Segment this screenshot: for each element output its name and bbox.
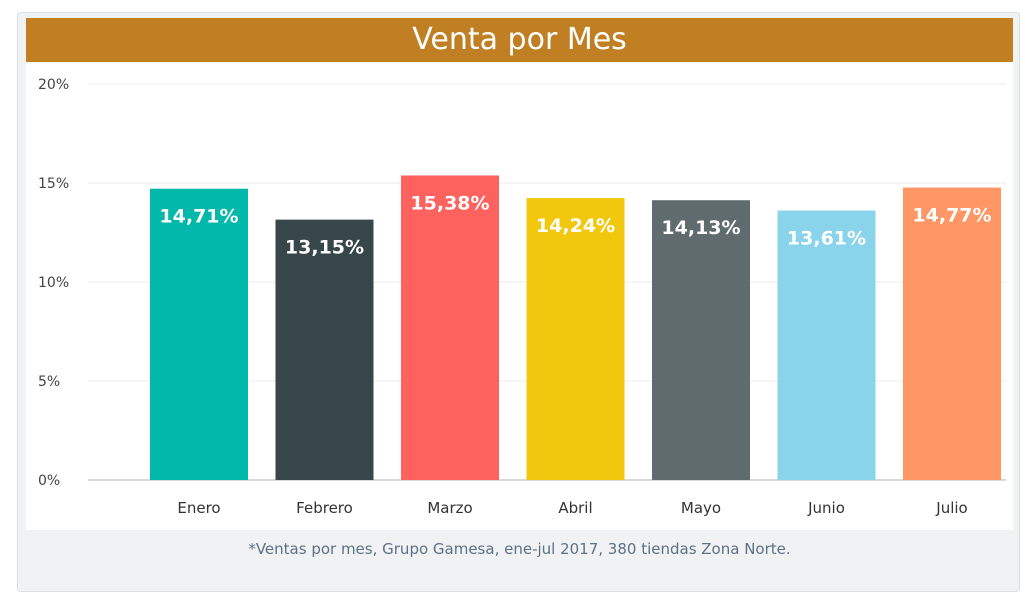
- chart-footnote: *Ventas por mes, Grupo Gamesa, ene-jul 2…: [248, 540, 791, 558]
- data-label: 14,24%: [536, 215, 615, 237]
- x-tick-label: Junio: [807, 499, 845, 517]
- x-tick-label: Enero: [177, 499, 220, 517]
- y-tick-label: 5%: [38, 374, 60, 390]
- data-label: 14,71%: [159, 206, 238, 228]
- chart-card: Venta por Mes 0% 5% 10% 15% 20% 14,71% Enero 13…: [17, 12, 1020, 592]
- x-tick-label: Mayo: [681, 499, 721, 517]
- data-label: 14,13%: [661, 217, 740, 239]
- y-tick-label: 15%: [38, 176, 69, 192]
- bar: [652, 200, 750, 480]
- bar: [401, 175, 499, 480]
- bar: [903, 187, 1001, 480]
- y-tick-label: 20%: [38, 77, 69, 93]
- data-label: 14,77%: [912, 205, 991, 227]
- chart-title: Venta por Mes: [26, 18, 1013, 62]
- plot-panel: Venta por Mes 0% 5% 10% 15% 20% 14,71% Enero 13…: [26, 18, 1013, 530]
- x-tick-label: Abril: [558, 499, 592, 517]
- x-tick-label: Febrero: [296, 499, 353, 517]
- bar-chart: 0% 5% 10% 15% 20% 14,71% Enero 13,15% Febrero 15,…: [38, 77, 1006, 517]
- bar: [526, 198, 625, 480]
- data-label: 15,38%: [410, 192, 489, 214]
- data-label: 13,15%: [285, 237, 364, 259]
- y-tick-label: 0%: [38, 473, 60, 489]
- bar: [275, 219, 374, 480]
- x-tick-label: Marzo: [427, 499, 472, 517]
- bar: [777, 210, 876, 480]
- x-tick-label: Julio: [935, 499, 967, 517]
- data-label: 13,61%: [787, 228, 866, 250]
- y-tick-label: 10%: [38, 275, 69, 291]
- bar: [150, 188, 248, 480]
